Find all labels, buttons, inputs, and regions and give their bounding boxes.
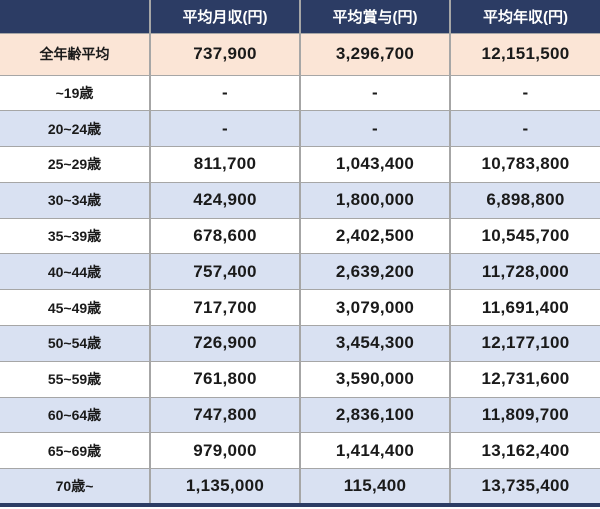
column-header-monthly-income: 平均月収(円) xyxy=(149,0,300,33)
row-label: 全年齢平均 xyxy=(0,32,150,75)
value-cell: - xyxy=(299,74,450,111)
column-header-bonus: 平均賞与(円) xyxy=(299,0,450,33)
row-label: 45~49歳 xyxy=(0,289,150,326)
value-cell: 11,728,000 xyxy=(449,253,600,290)
value-cell: - xyxy=(299,110,450,147)
value-cell: 979,000 xyxy=(149,432,300,469)
table-row: 55~59歳 761,800 3,590,000 12,731,600 xyxy=(0,360,600,398)
value-cell: 13,735,400 xyxy=(449,468,600,505)
value-cell: 737,900 xyxy=(149,32,300,75)
header-row: 平均月収(円) 平均賞与(円) 平均年収(円) xyxy=(0,0,600,33)
value-cell: 424,900 xyxy=(149,181,300,219)
row-label: 65~69歳 xyxy=(0,432,150,469)
table-row: 35~39歳 678,600 2,402,500 10,545,700 xyxy=(0,217,600,254)
value-cell: 757,400 xyxy=(149,253,300,290)
value-cell: - xyxy=(149,110,300,147)
value-cell: 11,691,400 xyxy=(449,289,600,326)
value-cell: 12,731,600 xyxy=(449,360,600,398)
row-label: 40~44歳 xyxy=(0,253,150,290)
row-label: 55~59歳 xyxy=(0,360,150,398)
value-cell: 678,600 xyxy=(149,217,300,254)
value-cell: 2,639,200 xyxy=(299,253,450,290)
row-label: 20~24歳 xyxy=(0,110,150,147)
table-row: 60~64歳 747,800 2,836,100 11,809,700 xyxy=(0,396,600,433)
column-header-annual-income: 平均年収(円) xyxy=(449,0,600,33)
value-cell: 3,079,000 xyxy=(299,289,450,326)
table-row: 70歳~ 1,135,000 115,400 13,735,400 xyxy=(0,468,600,505)
table-row: 45~49歳 717,700 3,079,000 11,691,400 xyxy=(0,289,600,326)
row-label: 30~34歳 xyxy=(0,181,150,219)
value-cell: 10,783,800 xyxy=(449,146,600,183)
salary-table-body: 全年齢平均 737,900 3,296,700 12,151,500 ~19歳 - - -20… xyxy=(0,32,600,505)
value-cell: 6,898,800 xyxy=(449,181,600,219)
row-label: 25~29歳 xyxy=(0,146,150,183)
value-cell: 747,800 xyxy=(149,396,300,433)
value-cell: 1,135,000 xyxy=(149,468,300,505)
value-cell: - xyxy=(449,74,600,111)
value-cell: 2,402,500 xyxy=(299,217,450,254)
table-row: 20~24歳 - - - xyxy=(0,110,600,147)
value-cell: 761,800 xyxy=(149,360,300,398)
table-row: 25~29歳 811,700 1,043,400 10,783,800 xyxy=(0,146,600,183)
row-label: 50~54歳 xyxy=(0,325,150,362)
table-row: ~19歳 - - - xyxy=(0,74,600,111)
value-cell: 726,900 xyxy=(149,325,300,362)
table-row: 65~69歳 979,000 1,414,400 13,162,400 xyxy=(0,432,600,469)
value-cell: 3,590,000 xyxy=(299,360,450,398)
table-row: 50~54歳 726,900 3,454,300 12,177,100 xyxy=(0,325,600,362)
value-cell: 1,043,400 xyxy=(299,146,450,183)
value-cell: 115,400 xyxy=(299,468,450,505)
column-header-age xyxy=(0,0,150,33)
value-cell: 1,414,400 xyxy=(299,432,450,469)
table-row: 40~44歳 757,400 2,639,200 11,728,000 xyxy=(0,253,600,290)
value-cell: - xyxy=(149,74,300,111)
value-cell: 10,545,700 xyxy=(449,217,600,254)
value-cell: 1,800,000 xyxy=(299,181,450,219)
value-cell: 13,162,400 xyxy=(449,432,600,469)
table-row: 30~34歳 424,900 1,800,000 6,898,800 xyxy=(0,181,600,219)
value-cell: 3,296,700 xyxy=(299,32,450,75)
row-label: 35~39歳 xyxy=(0,217,150,254)
table-header: 平均月収(円) 平均賞与(円) 平均年収(円) xyxy=(0,0,600,33)
value-cell: - xyxy=(449,110,600,147)
table-row: 全年齢平均 737,900 3,296,700 12,151,500 xyxy=(0,32,600,75)
value-cell: 3,454,300 xyxy=(299,325,450,362)
value-cell: 12,177,100 xyxy=(449,325,600,362)
value-cell: 2,836,100 xyxy=(299,396,450,433)
value-cell: 811,700 xyxy=(149,146,300,183)
row-label: 60~64歳 xyxy=(0,396,150,433)
value-cell: 11,809,700 xyxy=(449,396,600,433)
row-label: 70歳~ xyxy=(0,468,150,505)
value-cell: 12,151,500 xyxy=(449,32,600,75)
row-label: ~19歳 xyxy=(0,74,150,111)
value-cell: 717,700 xyxy=(149,289,300,326)
